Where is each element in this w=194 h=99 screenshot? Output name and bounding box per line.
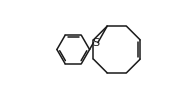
Text: S: S [92,38,99,48]
